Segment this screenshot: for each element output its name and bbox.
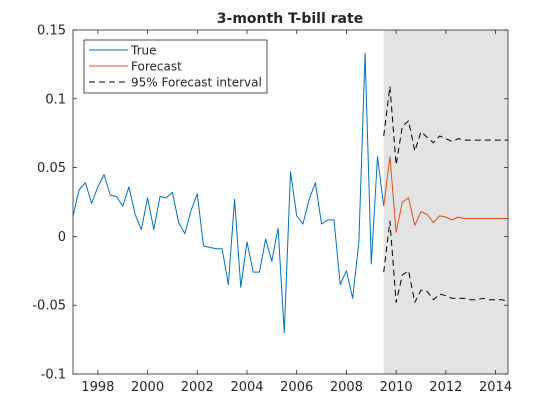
- x-tick-label: 2004: [230, 380, 263, 395]
- series-forecast: [383, 156, 508, 233]
- x-tick-label: 2010: [380, 380, 413, 395]
- axes-box: [72, 29, 509, 375]
- x-tick-label: 2008: [330, 380, 363, 395]
- series-lower-forecast-interval: [383, 220, 509, 303]
- series-line-true: [72, 52, 385, 334]
- y-tick-label: 0.1: [45, 92, 66, 107]
- x-tick-label: 1998: [81, 380, 114, 395]
- series-line-lower-forecast-interval: [383, 220, 509, 303]
- y-tick-label: -0.05: [32, 299, 66, 314]
- x-tick-label: 2002: [181, 380, 214, 395]
- legend-label: 95% Forecast interval: [131, 76, 262, 90]
- x-tick-label: 2000: [131, 380, 164, 395]
- x-tick-label: 2012: [429, 380, 462, 395]
- legend-label: Forecast: [131, 60, 182, 74]
- x-tick-label: 2014: [479, 380, 512, 395]
- y-tick-label: 0.15: [37, 24, 66, 39]
- x-tick-label: 2006: [280, 380, 313, 395]
- forecast-shaded-region: [383, 30, 508, 374]
- y-tick-label: 0.05: [37, 161, 66, 176]
- series-line-95-forecast-interval: [383, 85, 508, 166]
- series-95-forecast-interval: [383, 85, 508, 166]
- series-true: [72, 52, 385, 334]
- legend-label: True: [130, 44, 157, 58]
- legend: True Forecast 95% Forecast interval: [83, 39, 268, 94]
- chart-title: 3-month T-bill rate: [217, 11, 363, 27]
- y-tick-label: 0: [58, 230, 66, 245]
- series-line-forecast: [383, 156, 508, 233]
- y-tick-label: -0.1: [41, 368, 66, 383]
